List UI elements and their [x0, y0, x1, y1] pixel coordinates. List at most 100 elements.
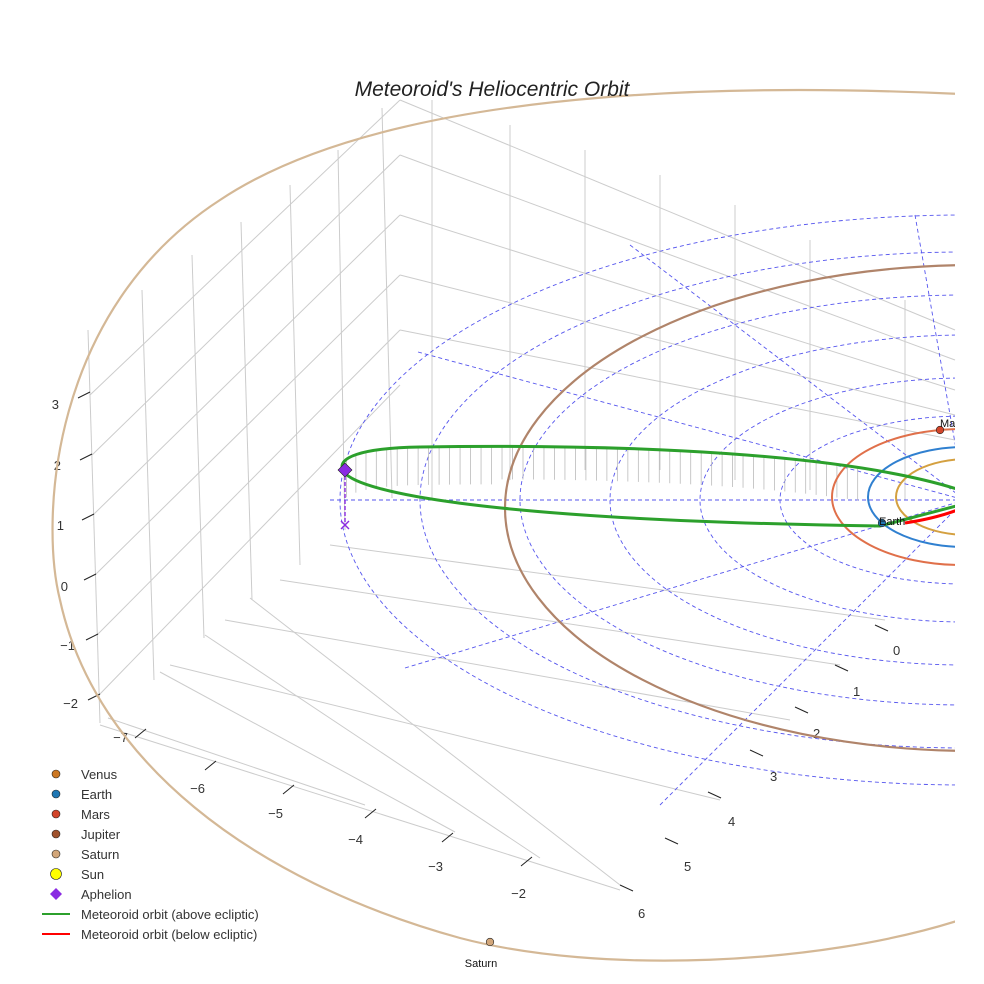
grid-line [289, 184, 301, 566]
z-tick-label: 1 [57, 518, 64, 533]
tick-mark [441, 832, 454, 843]
grid-line [249, 597, 621, 886]
legend-label: Saturn [81, 847, 119, 862]
legend-item-mars: Mars [51, 807, 110, 822]
tick-mark [664, 837, 679, 845]
x-tick-label: −4 [348, 832, 363, 847]
mars-orbit [831, 428, 955, 566]
legend-label: Meteoroid orbit (above ecliptic) [81, 907, 259, 922]
legend-item-earth: Earth [51, 787, 112, 802]
y-tick-label: 3 [770, 769, 777, 784]
y-tick-label: 2 [813, 726, 820, 741]
legend-item-sun: Sun [50, 867, 104, 882]
reference-ray [914, 214, 955, 446]
grid-line [204, 634, 541, 859]
x-tick-label: −7 [113, 730, 128, 745]
reference-ray [659, 509, 955, 806]
earth-marker [877, 518, 887, 528]
mars-label: Mars [940, 418, 965, 430]
legend-label: Earth [81, 787, 112, 802]
tick-mark [749, 749, 764, 757]
legend-item-meteoroid-below: Meteoroid orbit (below ecliptic) [42, 927, 257, 942]
legend-swatch [50, 888, 62, 900]
legend-item-meteoroid-above: Meteoroid orbit (above ecliptic) [42, 907, 259, 922]
tick-mark [134, 728, 147, 739]
x-tick-label: −6 [190, 781, 205, 796]
legend-swatch [51, 849, 61, 859]
legend-label: Aphelion [81, 887, 132, 902]
tick-mark [364, 808, 377, 819]
legend-label: Venus [81, 767, 118, 782]
earth-label: Earth [879, 516, 905, 528]
grid-line [159, 671, 456, 833]
tick-mark [834, 664, 849, 672]
tick-mark [81, 513, 95, 521]
legend-item-saturn: Saturn [51, 847, 119, 862]
x-tick-label: −3 [428, 859, 443, 874]
grid-line [329, 544, 886, 621]
reference-ray [417, 351, 955, 498]
legend-label: Meteoroid orbit (below ecliptic) [81, 927, 257, 942]
ecliptic-reference-grid [330, 214, 955, 806]
earth-orbit [867, 446, 955, 548]
grid-line [381, 107, 393, 499]
z-tick-label: 0 [61, 579, 68, 594]
saturn-orbit [51, 89, 955, 962]
meteoroid-orbit-above-ecliptic [340, 444, 955, 528]
tick-mark [79, 453, 93, 461]
tick-mark [794, 706, 809, 714]
tick-mark [707, 791, 722, 799]
grid-line [169, 664, 721, 801]
axis-ticks [77, 391, 889, 892]
grid-line [87, 329, 101, 724]
legend-swatch [51, 789, 61, 799]
tick-mark [282, 784, 295, 795]
drop-lines [346, 446, 859, 501]
tick-mark [204, 760, 217, 771]
legend-label: Sun [81, 867, 104, 882]
grid-line [399, 214, 956, 391]
grid-line [399, 274, 956, 416]
saturn-label: Saturn [465, 958, 497, 970]
grid-line [191, 254, 205, 639]
venus-orbit [895, 458, 955, 536]
tick-mark [85, 633, 99, 641]
z-tick-label: −2 [63, 696, 78, 711]
mars-marker [935, 425, 945, 435]
reference-ring [419, 251, 955, 749]
aphelion-marker [337, 462, 353, 478]
grid-line [89, 99, 401, 396]
aphelion-projection-marker [340, 520, 350, 530]
legend-swatch [51, 809, 61, 819]
chart-title: Meteoroid's Heliocentric Orbit [355, 78, 631, 101]
tick-mark [77, 391, 91, 399]
legend-item-jupiter: Jupiter [51, 827, 121, 842]
grid-line [240, 221, 253, 601]
grid-line [96, 329, 401, 636]
grid-line [399, 329, 956, 441]
y-tick-label: 5 [684, 859, 691, 874]
grid-line [94, 274, 401, 576]
grid-line [91, 154, 401, 456]
legend-swatch [51, 769, 61, 779]
grid-line [141, 289, 155, 681]
grid-line [399, 99, 956, 331]
legend-label: Mars [81, 807, 110, 822]
saturn-marker [485, 937, 495, 947]
x-tick-label: −5 [268, 806, 283, 821]
x-tick-label: −2 [511, 886, 526, 901]
y-tick-label: 4 [728, 814, 735, 829]
reference-ray [629, 244, 955, 493]
tick-labels: 3 2 1 0 −1 −2 −7 −6 −5 −4 −3 −2 0 1 2 3 … [52, 397, 900, 921]
tick-mark [83, 573, 97, 581]
grid-line [107, 717, 366, 806]
grid-line [92, 214, 401, 516]
y-tick-label: 0 [893, 643, 900, 658]
tick-mark [520, 856, 533, 867]
tick-mark [874, 624, 889, 632]
legend-label: Jupiter [81, 827, 121, 842]
grid-line [99, 724, 621, 891]
legend-swatch [51, 829, 61, 839]
pane-grid [87, 99, 956, 891]
